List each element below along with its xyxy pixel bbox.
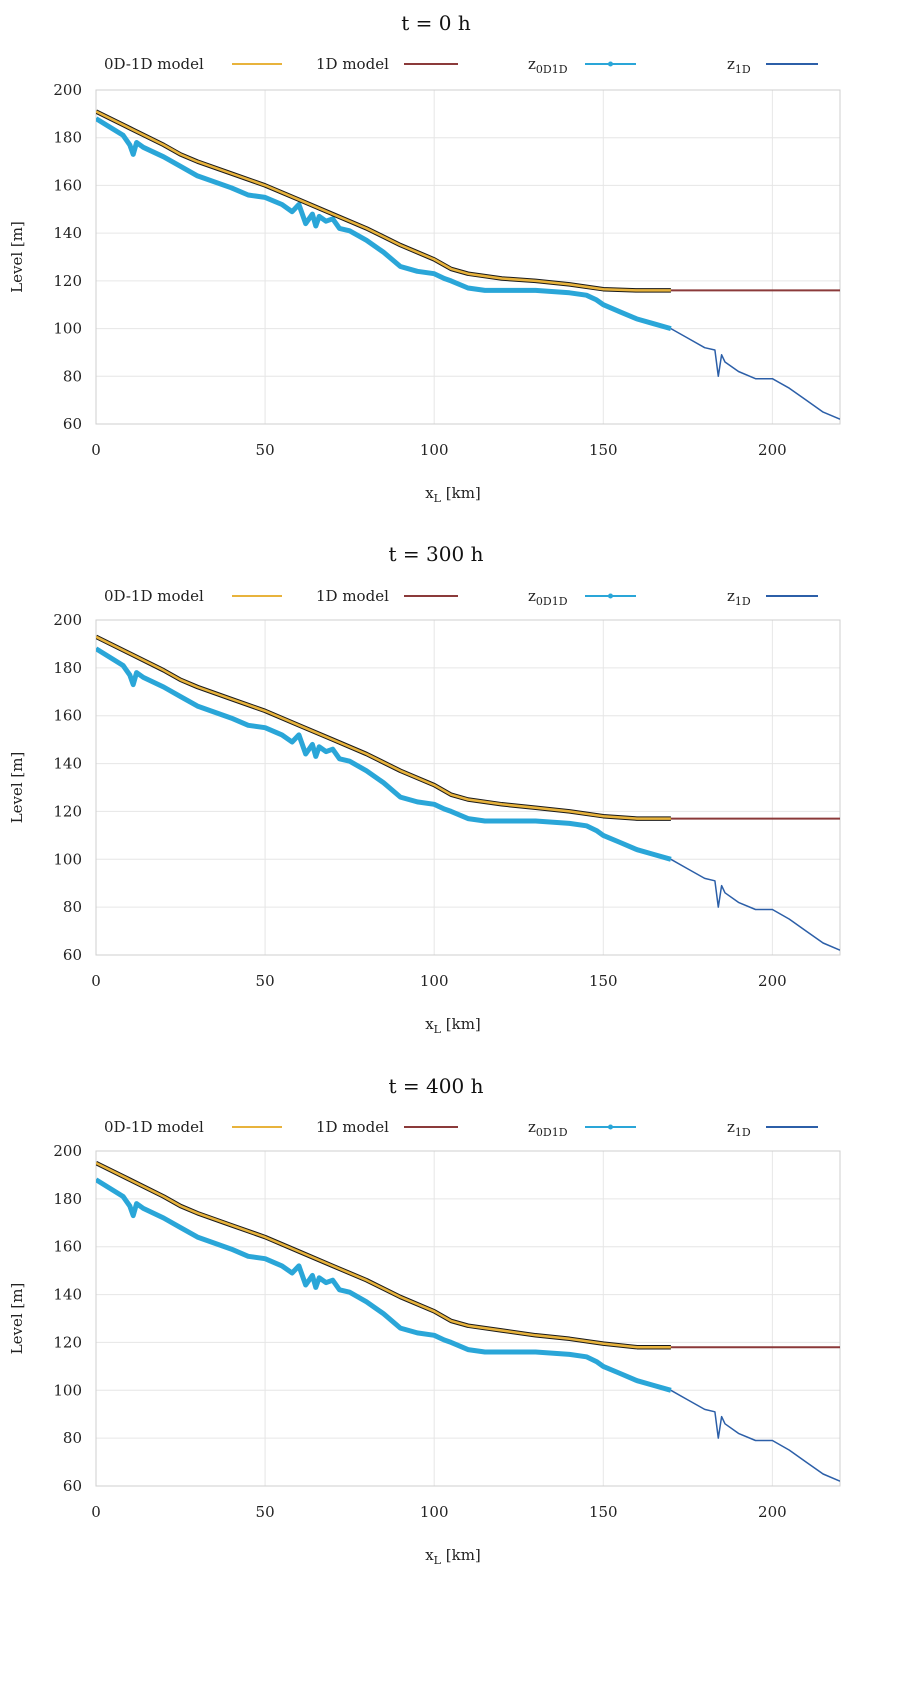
series-line-0d1d-model-edge [96, 109, 671, 293]
chart-title: t = 0 h [401, 11, 471, 35]
y-tick-label: 100 [53, 1381, 82, 1399]
series-group [96, 1160, 840, 1482]
legend-label: 1D model [316, 55, 389, 73]
x-axis-label: xL [km] [425, 484, 481, 505]
legend-label: 0D-1D model [104, 55, 204, 73]
y-tick-label: 180 [53, 1190, 82, 1208]
y-tick-label: 80 [63, 1429, 82, 1447]
y-tick-label: 160 [53, 1238, 82, 1256]
y-tick-label: 160 [53, 707, 82, 725]
plot-frame [95, 89, 841, 425]
legend-label: z1D [727, 587, 751, 608]
y-tick-label: 180 [53, 659, 82, 677]
y-axis-label: Level [m] [8, 1283, 26, 1355]
legend-marker [608, 593, 613, 599]
y-tick-label: 60 [63, 946, 82, 964]
legend-marker [608, 61, 613, 67]
y-tick-label: 120 [53, 272, 82, 290]
x-tick-label: 50 [256, 441, 275, 459]
legend-label: z1D [727, 55, 751, 76]
x-tick-label: 0 [91, 1503, 101, 1521]
y-tick-label: 60 [63, 415, 82, 433]
x-tick-label: 50 [256, 972, 275, 990]
series-line-0d1d-model [96, 635, 671, 820]
legend-label: z1D [727, 1118, 751, 1139]
series-group [96, 109, 840, 420]
x-tick-label: 0 [91, 972, 101, 990]
x-tick-label: 100 [420, 1503, 449, 1521]
y-tick-label: 160 [53, 176, 82, 194]
chart-panel-0: t = 0 h 0D-1D model 1D model z0D1D z1D 0 50 100… [8, 11, 841, 505]
series-line-z-1d [96, 1179, 840, 1482]
chart-title: t = 300 h [389, 542, 484, 566]
legend-label: z0D1D [528, 1118, 568, 1139]
y-tick-label: 200 [53, 81, 82, 99]
y-tick-label: 80 [63, 367, 82, 385]
series-group [96, 634, 840, 951]
legend-label: z0D1D [528, 587, 568, 608]
series-line-0d1d-model-edge [96, 634, 671, 821]
plot-frame [95, 1150, 841, 1487]
y-tick-label: 140 [53, 224, 82, 242]
x-tick-label: 200 [758, 1503, 787, 1521]
legend-label: 0D-1D model [104, 587, 204, 605]
x-tick-label: 150 [589, 1503, 618, 1521]
series-line-z-0d1d [96, 1177, 672, 1393]
y-tick-label: 120 [53, 1333, 82, 1351]
series-line-z-0d1d [96, 646, 672, 862]
series-line-0d1d-model-edge [96, 1160, 671, 1350]
chart-panel-1: t = 300 h 0D-1D model 1D model z0D1D z1D 0 50 1… [8, 542, 841, 1036]
y-tick-label: 200 [53, 611, 82, 629]
x-tick-label: 50 [256, 1503, 275, 1521]
chart-title: t = 400 h [389, 1074, 484, 1098]
legend-label: 1D model [316, 1118, 389, 1136]
x-axis-label: xL [km] [425, 1546, 481, 1567]
legend-label: z0D1D [528, 55, 568, 76]
y-tick-label: 140 [53, 755, 82, 773]
y-tick-label: 100 [53, 320, 82, 338]
y-tick-label: 120 [53, 802, 82, 820]
x-tick-label: 200 [758, 441, 787, 459]
y-tick-label: 200 [53, 1142, 82, 1160]
series-line-z-0d1d [96, 116, 672, 332]
x-tick-label: 150 [589, 972, 618, 990]
x-tick-label: 0 [91, 441, 101, 459]
x-tick-label: 200 [758, 972, 787, 990]
legend-label: 0D-1D model [104, 1118, 204, 1136]
y-tick-label: 100 [53, 850, 82, 868]
x-axis-label: xL [km] [425, 1015, 481, 1036]
x-tick-label: 150 [589, 441, 618, 459]
legend-marker [608, 1124, 613, 1130]
series-line-0d1d-model [96, 1161, 671, 1349]
legend-label: 1D model [316, 587, 389, 605]
plot-frame [95, 619, 841, 956]
y-tick-label: 80 [63, 898, 82, 916]
chart-panel-2: t = 400 h 0D-1D model 1D model z0D1D z1D 0 50 1… [8, 1074, 841, 1567]
y-tick-label: 60 [63, 1477, 82, 1495]
x-tick-label: 100 [420, 972, 449, 990]
y-tick-label: 140 [53, 1286, 82, 1304]
x-tick-label: 100 [420, 441, 449, 459]
y-axis-label: Level [m] [8, 221, 26, 293]
y-tick-label: 180 [53, 129, 82, 147]
y-axis-label: Level [m] [8, 752, 26, 824]
series-line-0d1d-model [96, 110, 671, 292]
